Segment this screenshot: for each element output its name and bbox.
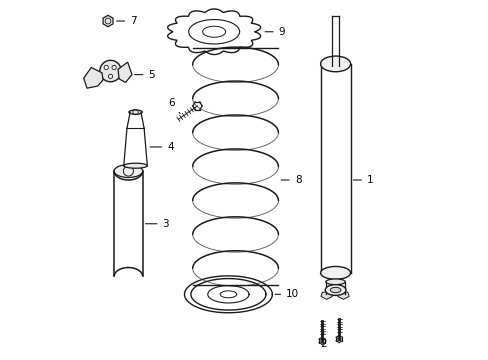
Circle shape	[100, 60, 121, 82]
Text: 10: 10	[275, 289, 299, 299]
Polygon shape	[337, 292, 348, 299]
Text: 8: 8	[281, 175, 301, 185]
Text: 1: 1	[353, 175, 373, 185]
Polygon shape	[320, 292, 332, 299]
Circle shape	[104, 65, 108, 69]
Text: 3: 3	[145, 219, 169, 229]
Ellipse shape	[329, 287, 340, 293]
Ellipse shape	[325, 279, 345, 285]
Text: 5: 5	[135, 69, 155, 80]
Text: 9: 9	[264, 27, 285, 37]
Polygon shape	[118, 62, 132, 82]
Ellipse shape	[320, 266, 350, 279]
Ellipse shape	[320, 56, 350, 72]
Polygon shape	[103, 15, 113, 27]
Polygon shape	[83, 67, 103, 88]
Circle shape	[108, 74, 112, 78]
Ellipse shape	[325, 285, 345, 296]
Circle shape	[112, 65, 116, 69]
Text: 7: 7	[116, 16, 137, 26]
Text: 4: 4	[150, 142, 174, 152]
Text: 2: 2	[320, 333, 326, 349]
Ellipse shape	[128, 110, 142, 114]
Ellipse shape	[123, 163, 147, 168]
Text: 6: 6	[167, 98, 180, 114]
Ellipse shape	[114, 165, 142, 177]
